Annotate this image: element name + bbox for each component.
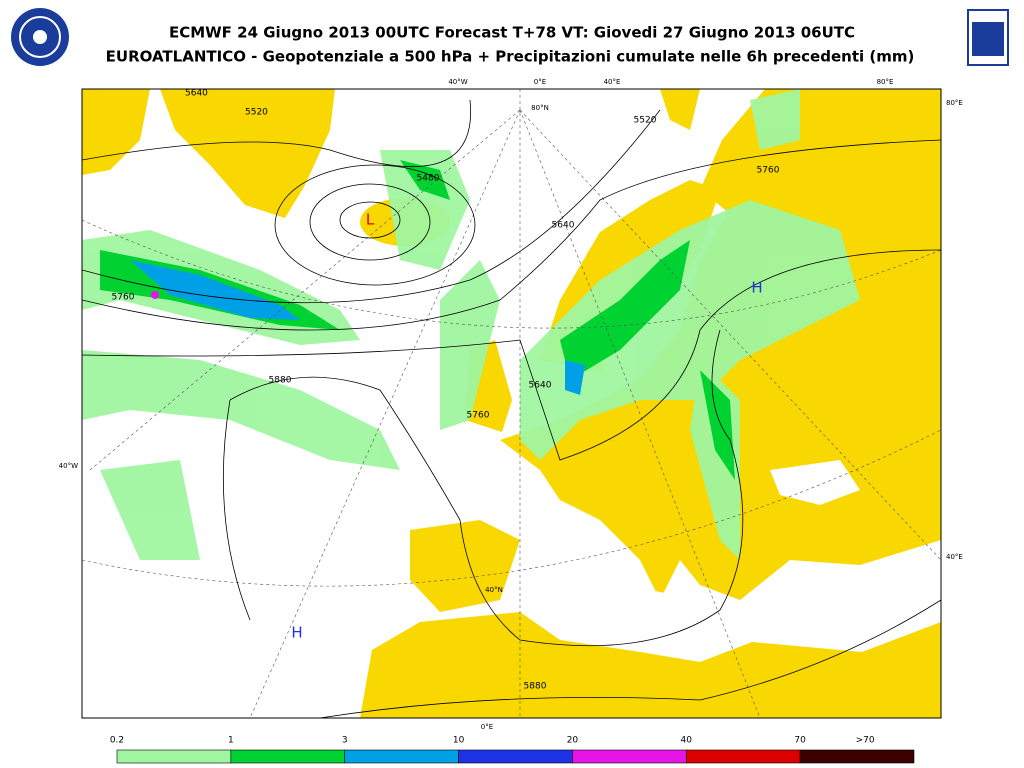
subtitle: EUROATLANTICO - Geopotenziale a 500 hPa … — [106, 48, 915, 66]
contour-label: 5640 — [552, 221, 575, 231]
graticule-label: 80°E — [877, 78, 894, 86]
graticule-label: 0°E — [481, 723, 493, 731]
logo-left — [11, 8, 69, 66]
contour-label: 5760 — [467, 411, 490, 421]
legend-swatch — [344, 749, 459, 764]
low-center: L — [366, 211, 375, 229]
legend-swatch — [230, 749, 346, 764]
high-center: H — [291, 624, 302, 642]
legend-swatch — [116, 749, 232, 764]
legend-label: 3 — [342, 736, 348, 746]
legend: 0.2 1 3 10 20 40 70 >70 — [110, 736, 915, 764]
graticule-label: 40°W — [59, 462, 78, 470]
map-labels: 40°W 0°E 40°E 80°E 80°E 40°E 40°W 0°E 40… — [59, 78, 963, 731]
legend-label: >70 — [856, 736, 875, 746]
legend-swatch — [685, 749, 801, 764]
graticule — [82, 89, 941, 718]
graticule-label: 80°N — [531, 104, 549, 112]
legend-swatch — [572, 749, 687, 764]
contour-label: 5880 — [524, 682, 547, 692]
graticule-label: 40°E — [604, 78, 621, 86]
contour-label: 5640 — [185, 89, 208, 99]
graticule-label: 40°N — [485, 586, 503, 594]
contour-label: 5760 — [757, 166, 780, 176]
graticule-label: 40°W — [448, 78, 467, 86]
graticule-label: 0°E — [534, 78, 546, 86]
high-center: H — [751, 279, 762, 297]
contour-label: 5480 — [417, 174, 440, 184]
title: ECMWF 24 Giugno 2013 00UTC Forecast T+78… — [169, 24, 855, 42]
contour-label: 5520 — [634, 116, 657, 126]
legend-swatch — [799, 749, 915, 764]
map — [82, 89, 941, 718]
logo-right — [967, 9, 1009, 66]
contour-label: 5880 — [269, 376, 292, 386]
graticule-label: 80°E — [946, 99, 963, 107]
precip-heavy — [130, 260, 585, 395]
legend-label: 10 — [453, 736, 465, 746]
legend-label: 0.2 — [110, 736, 124, 746]
legend-swatch — [458, 749, 573, 764]
legend-label: 20 — [567, 736, 579, 746]
precip-extreme — [151, 291, 159, 299]
contour-label: 5520 — [245, 108, 268, 118]
legend-label: 1 — [228, 736, 234, 746]
legend-label: 70 — [794, 736, 806, 746]
contours — [82, 99, 941, 718]
contour-label: 5760 — [112, 293, 135, 303]
contour-label: 5640 — [529, 381, 552, 391]
map-frame — [81, 88, 942, 719]
legend-label: 40 — [681, 736, 693, 746]
graticule-label: 40°E — [946, 553, 963, 561]
